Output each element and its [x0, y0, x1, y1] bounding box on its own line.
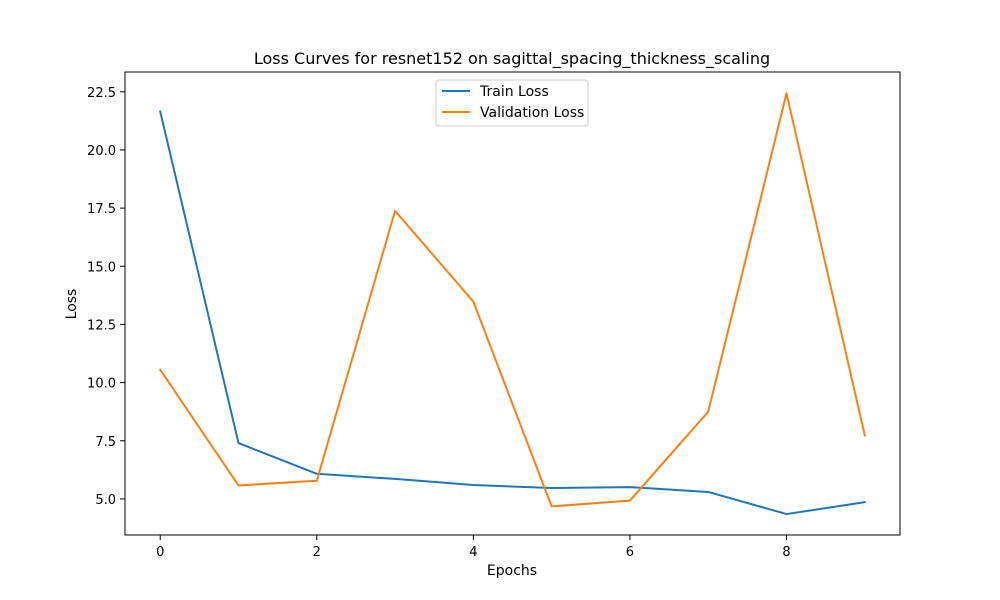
x-axis-ticks: 0 2 4 6 8	[156, 535, 791, 560]
y-axis-ticks: 5.0 7.5 10.0 12.5 15.0 17.5 20.0 22.5	[87, 86, 125, 508]
chart-title: Loss Curves for resnet152 on sagittal_sp…	[254, 49, 770, 69]
y-tick-label: 17.5	[87, 202, 116, 217]
legend-box	[435, 79, 589, 127]
y-tick-label: 12.5	[87, 318, 116, 333]
y-tick-label: 10.0	[87, 377, 116, 392]
y-tick-label: 22.5	[87, 86, 116, 101]
y-tick-label: 20.0	[87, 144, 116, 159]
x-tick-label: 4	[469, 545, 477, 560]
series-line-train-loss	[159, 110, 866, 516]
axes-frame	[124, 71, 901, 536]
legend-label-validation-loss: Validation Loss	[480, 105, 584, 121]
y-tick-label: 7.5	[95, 435, 116, 450]
legend: Train Loss Validation Loss	[435, 79, 589, 127]
x-tick-label: 6	[626, 545, 634, 560]
x-tick-label: 0	[156, 545, 164, 560]
plot-area	[158, 92, 866, 516]
x-axis-label: Epochs	[487, 563, 537, 579]
y-tick-label: 5.0	[95, 493, 116, 508]
series-line-validation-loss	[158, 92, 866, 508]
x-tick-label: 2	[313, 545, 321, 560]
y-tick-label: 15.0	[87, 260, 116, 275]
y-axis-label: Loss	[64, 289, 80, 320]
legend-label-train-loss: Train Loss	[479, 84, 549, 100]
x-tick-label: 8	[782, 545, 790, 560]
